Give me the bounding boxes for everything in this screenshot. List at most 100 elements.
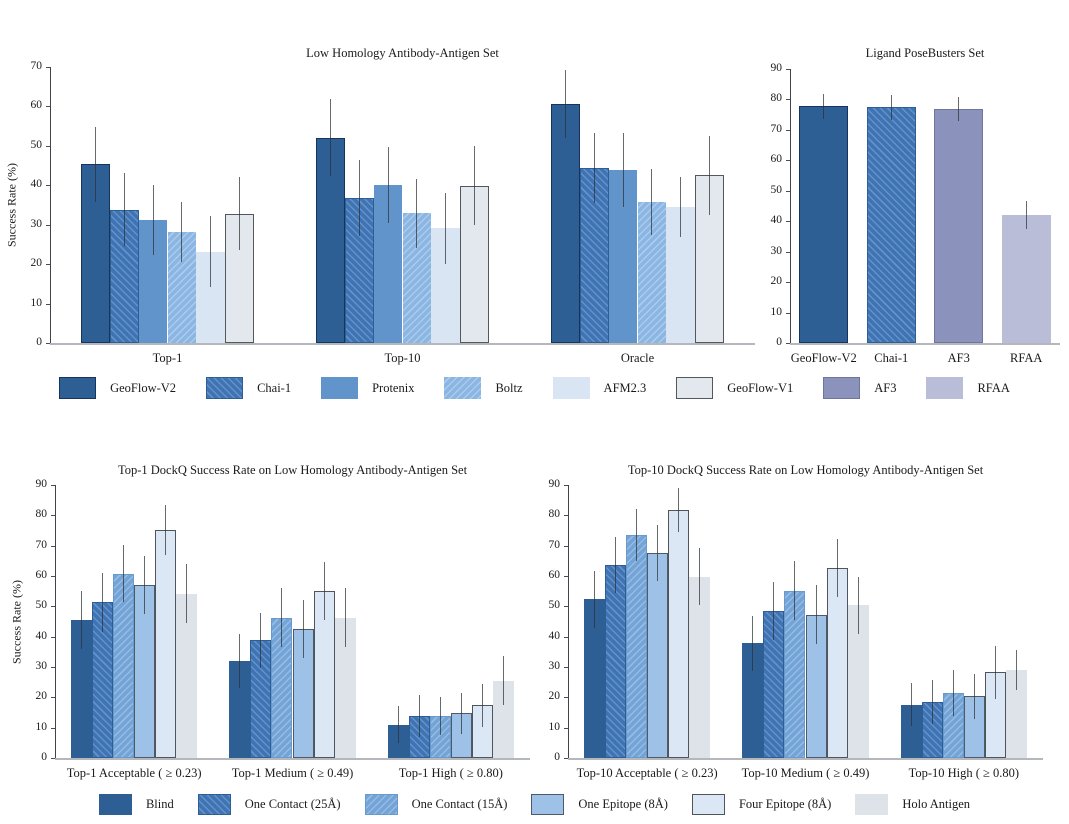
legend-label: AFM2.3 <box>603 380 647 395</box>
y-tick-mark <box>46 303 50 305</box>
legend-swatch <box>855 793 889 815</box>
legend-label: One Contact (25Å) <box>244 796 341 811</box>
error-bar <box>445 192 447 264</box>
legend-item-rfaa: RFAA <box>926 377 1010 399</box>
chart-ligand-posebusters: Ligand PoseBusters Set 0 10 20 30 40 50 60 70 80 9… <box>770 20 1069 370</box>
legend-item-blind: Blind <box>98 793 174 815</box>
y-tick-label: 70 <box>35 538 48 551</box>
legend-item-af3: AF3 <box>823 377 896 399</box>
x-axis-line <box>55 758 530 760</box>
error-bar <box>302 599 304 658</box>
y-tick-label: 50 <box>35 599 48 612</box>
bar-Blind <box>70 620 92 758</box>
chart-title: Top-10 DockQ Success Rate on Low Homolog… <box>627 463 984 477</box>
legend-label: Four Epitope (8Å) <box>738 796 832 811</box>
legend-swatch <box>676 377 714 399</box>
x-tick-label: RFAA <box>1010 351 1043 365</box>
y-tick-mark <box>46 145 50 147</box>
y-tick-label: 30 <box>770 244 783 257</box>
y-tick-mark <box>46 224 50 226</box>
legend-swatch <box>98 793 132 815</box>
error-bar <box>344 588 346 647</box>
y-tick-label: 40 <box>548 629 561 642</box>
bar-Chai-1 <box>866 107 916 343</box>
y-tick-mark <box>46 264 50 266</box>
error-bar <box>773 582 775 641</box>
x-tick-label: GeoFlow-V2 <box>790 351 857 365</box>
y-tick-mark <box>564 576 568 577</box>
y-tick-mark <box>564 758 568 759</box>
error-bar <box>80 591 82 650</box>
legend-label: One Contact (15Å) <box>411 796 508 811</box>
error-bar <box>123 173 125 246</box>
bar-Blind <box>583 599 605 758</box>
legend-swatch <box>321 377 359 399</box>
bar-GeoFlow-V2 <box>799 106 849 343</box>
legend-item-holo-antigen: Holo Antigen <box>855 793 970 815</box>
y-tick-label: 20 <box>30 257 43 270</box>
error-bar <box>165 504 167 556</box>
x-tick-label: Oracle <box>620 351 655 365</box>
y-tick-label: 90 <box>770 62 783 74</box>
bar-One Epitope (8Å) <box>647 553 669 758</box>
error-bar <box>973 673 975 720</box>
bar-One Contact (25Å) <box>604 564 627 758</box>
legend-swatch <box>531 793 565 815</box>
y-tick-label: 0 <box>36 336 42 348</box>
error-bar <box>397 705 399 744</box>
y-tick-mark <box>51 758 55 759</box>
bar-RFAA <box>1001 214 1051 343</box>
y-tick-label: 70 <box>30 60 43 72</box>
error-bar <box>210 216 212 287</box>
error-bar <box>657 525 659 582</box>
legend-label: Boltz <box>495 380 523 395</box>
error-bar <box>418 694 420 738</box>
bar-Holo Antigen <box>689 576 711 758</box>
x-tick-label: Top-1 Acceptable ( ≥ 0.23) <box>66 766 202 780</box>
y-axis-label: Success Rate (%) <box>4 163 19 247</box>
x-tick-label: Top-10 Medium ( ≥ 0.49) <box>741 766 870 780</box>
bar-Holo Antigen <box>334 617 356 758</box>
y-tick-label: 30 <box>30 217 43 230</box>
error-bar <box>460 693 462 734</box>
y-tick-mark <box>564 697 568 699</box>
y-tick-mark <box>564 515 568 517</box>
y-tick-label: 90 <box>548 478 561 490</box>
y-tick-mark <box>564 727 568 729</box>
y-tick-mark <box>786 343 790 344</box>
error-bar <box>857 576 859 634</box>
error-bar <box>439 696 441 735</box>
error-bar <box>482 683 483 727</box>
legend-item-geoflow-v2: GeoFlow-V2 <box>59 377 176 399</box>
y-tick-mark <box>51 636 55 638</box>
y-tick-label: 50 <box>30 138 43 151</box>
chart-low-homology-set: Low Homology Antibody-Antigen Set Success… <box>0 20 770 370</box>
y-tick-label: 70 <box>548 538 561 551</box>
bar-Holo Antigen <box>1006 670 1028 758</box>
legend-label: Chai-1 <box>257 380 292 395</box>
y-tick-label: 70 <box>770 122 783 135</box>
y-tick-label: 40 <box>35 629 48 642</box>
error-bar <box>823 94 825 119</box>
y-tick-label: 80 <box>35 508 48 521</box>
error-bar <box>144 555 146 615</box>
legend-swatch <box>823 377 861 399</box>
legend-bottom: Blind One Contact (25Å) One Contact (15Å) O… <box>0 789 1069 819</box>
legend-label: GeoFlow-V1 <box>727 380 794 395</box>
y-tick-mark <box>564 636 568 638</box>
error-bar <box>503 656 505 706</box>
y-tick-mark <box>51 667 55 668</box>
y-tick-label: 10 <box>30 296 43 309</box>
y-tick-label: 0 <box>554 751 560 763</box>
y-tick-label: 80 <box>548 508 561 521</box>
error-bar <box>474 146 476 226</box>
legend-item-afm2-3: AFM2.3 <box>552 377 647 399</box>
error-bar <box>239 633 241 689</box>
chart-top1-dockq: Top-1 DockQ Success Rate on Low Homology… <box>0 455 535 785</box>
legend-label: Blind <box>145 796 174 811</box>
error-bar <box>152 185 154 255</box>
y-tick-label: 10 <box>770 305 783 318</box>
legend-label: RFAA <box>977 380 1010 395</box>
legend-swatch <box>444 377 482 399</box>
x-axis-line <box>568 758 1043 760</box>
